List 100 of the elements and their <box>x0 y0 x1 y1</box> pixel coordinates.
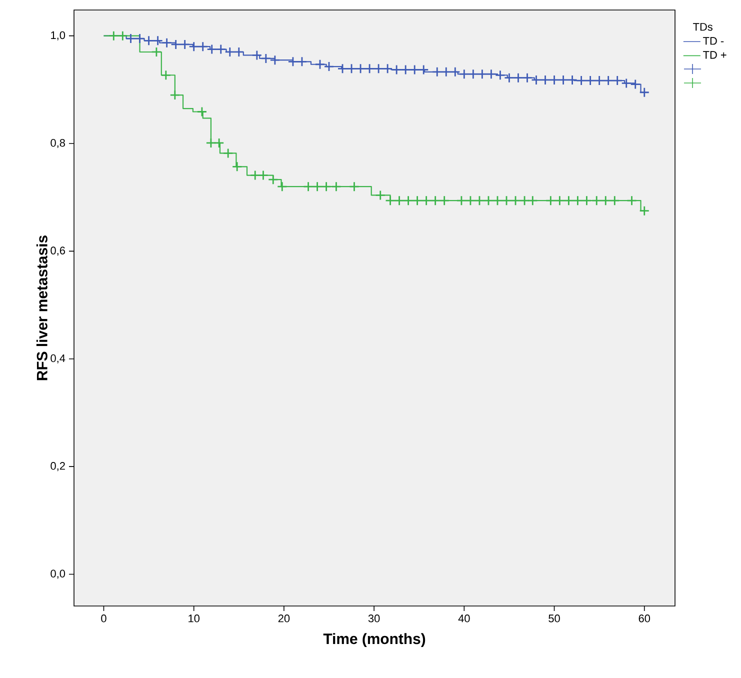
point <box>288 56 298 67</box>
point <box>268 174 278 185</box>
point <box>612 75 623 86</box>
point <box>430 195 441 206</box>
point <box>400 64 411 75</box>
point <box>492 195 503 206</box>
point <box>483 195 494 206</box>
point <box>519 195 530 206</box>
point <box>206 44 218 54</box>
point <box>232 161 242 172</box>
legend-title: TDs <box>693 23 712 31</box>
point <box>603 75 614 86</box>
point <box>152 35 163 46</box>
point <box>504 72 514 84</box>
point <box>296 56 308 67</box>
y-tick-label: 1,0 <box>51 31 66 40</box>
y-tick-label: 0,8 <box>50 139 65 148</box>
point <box>567 74 578 86</box>
y-tick-label: 0,2 <box>50 462 65 472</box>
point <box>180 39 190 50</box>
point <box>355 63 366 74</box>
point <box>468 68 478 80</box>
point <box>206 138 216 148</box>
y-tick-label: 0,4 <box>50 354 66 364</box>
y-axis-title: RFS liver metastasis <box>36 236 48 380</box>
point <box>162 38 172 48</box>
legend-label: TD + <box>703 51 726 59</box>
point <box>324 61 334 72</box>
point <box>458 68 470 80</box>
x-tick-label: 10 <box>188 614 200 622</box>
point <box>585 75 596 86</box>
point <box>252 50 262 60</box>
point <box>373 63 384 74</box>
point <box>572 195 583 206</box>
point <box>540 74 550 86</box>
x-tick-label: 60 <box>638 614 650 622</box>
point <box>440 66 452 78</box>
point <box>549 74 560 86</box>
point <box>609 195 620 206</box>
point <box>582 195 592 206</box>
point <box>409 64 420 75</box>
point <box>591 195 602 206</box>
point <box>501 195 512 206</box>
point <box>349 181 360 192</box>
point <box>465 195 476 206</box>
point <box>375 190 386 200</box>
point <box>331 181 342 192</box>
point <box>188 41 200 52</box>
point <box>545 195 556 206</box>
point <box>639 206 650 216</box>
point <box>394 195 404 206</box>
point <box>563 195 574 206</box>
x-tick-label: 30 <box>368 614 380 622</box>
point <box>303 181 314 192</box>
point <box>527 195 538 206</box>
point <box>151 46 162 58</box>
point <box>170 90 180 100</box>
y-tick-label: 0,6 <box>50 246 65 256</box>
point <box>639 87 650 98</box>
point <box>600 195 611 206</box>
point <box>134 33 145 44</box>
point <box>314 59 326 70</box>
point <box>513 72 524 84</box>
point <box>522 72 532 84</box>
x-tick-label: 40 <box>458 614 470 622</box>
point <box>456 195 467 206</box>
point <box>337 63 348 74</box>
point <box>216 44 226 54</box>
point <box>412 195 423 206</box>
point <box>250 170 260 180</box>
point <box>432 66 442 78</box>
point <box>222 148 234 158</box>
point <box>621 78 632 88</box>
point <box>439 195 450 206</box>
legend-label: TD - <box>703 37 724 45</box>
point <box>391 64 402 75</box>
x-tick-label: 0 <box>101 614 106 622</box>
point <box>170 39 182 50</box>
point <box>108 30 119 42</box>
point <box>346 63 357 74</box>
point <box>214 138 224 148</box>
point <box>594 75 605 86</box>
point <box>554 195 565 206</box>
y-tick-label: 0,0 <box>50 570 66 579</box>
point <box>421 195 432 206</box>
point <box>312 181 322 192</box>
point <box>196 106 208 117</box>
point <box>276 181 288 192</box>
point <box>418 64 429 75</box>
point <box>486 68 496 80</box>
x-tick-label: 50 <box>548 614 560 622</box>
x-axis-title: Time (months) <box>323 633 426 648</box>
x-tick-label: 20 <box>278 614 290 622</box>
point <box>450 66 460 78</box>
point <box>270 54 280 66</box>
point <box>576 75 586 86</box>
point <box>403 195 414 206</box>
point <box>160 70 172 80</box>
point <box>558 74 568 86</box>
point <box>117 30 128 42</box>
